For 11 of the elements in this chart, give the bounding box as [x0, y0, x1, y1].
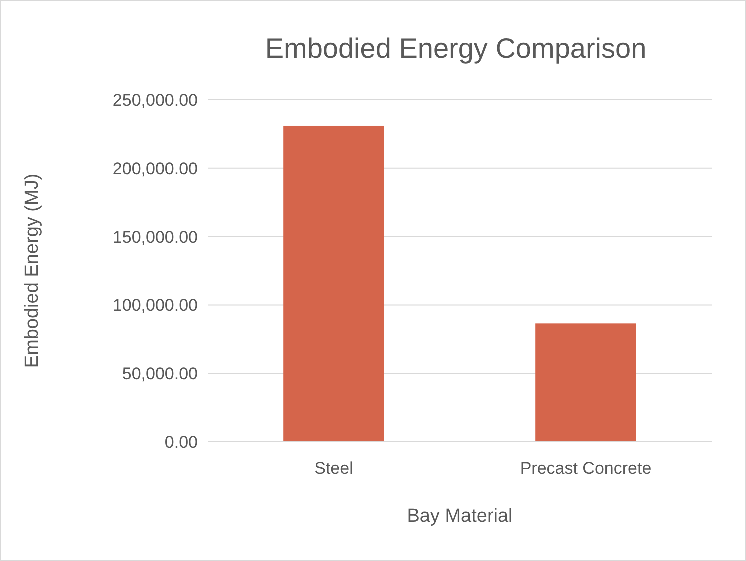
chart-title: Embodied Energy Comparison [265, 33, 647, 64]
y-axis-title: Embodied Energy (MJ) [22, 174, 43, 368]
y-tick-label: 50,000.00 [122, 364, 198, 384]
x-tick-label: Precast Concrete [520, 459, 652, 478]
y-tick-label: 200,000.00 [112, 159, 198, 178]
x-tick-label: Steel [314, 459, 354, 478]
x-axis-title: Bay Material [407, 506, 513, 527]
y-tick-label: 0.00 [164, 432, 198, 452]
y-tick-label: 150,000.00 [112, 228, 198, 247]
y-tick-label: 250,000.00 [112, 90, 198, 110]
y-tick-label: 100,000.00 [112, 296, 198, 316]
